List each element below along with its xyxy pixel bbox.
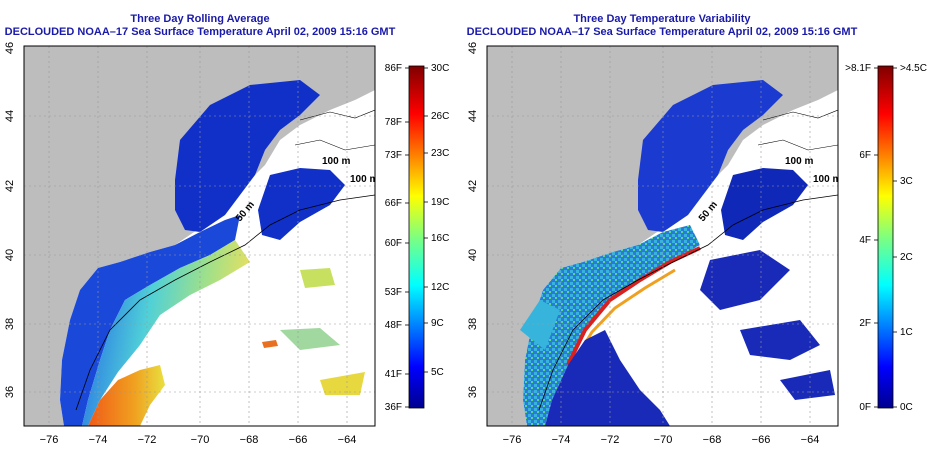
panel-left-title: Three Day Rolling Average (130, 13, 269, 25)
x-tick: −72 (138, 434, 157, 446)
land-right (487, 46, 838, 426)
grid-left (24, 46, 375, 426)
x-tick: −66 (289, 434, 308, 446)
y-tick: 36 (4, 386, 16, 398)
colorbar-label: 60F (385, 238, 402, 249)
contour-label-left-2: 100 m (350, 174, 378, 185)
x-tick: −76 (503, 434, 522, 446)
colorbar-label: 1C (900, 327, 913, 338)
colorbar-label: 16C (431, 233, 449, 244)
x-tick: −70 (654, 434, 673, 446)
x-tick: −68 (240, 434, 259, 446)
x-tick: −74 (552, 434, 571, 446)
y-tick: 38 (467, 318, 479, 330)
x-tick: −70 (191, 434, 210, 446)
grid-right (487, 46, 838, 426)
x-tick: −68 (703, 434, 722, 446)
colorbar-label: 78F (385, 117, 402, 128)
y-tick: 44 (4, 110, 16, 122)
x-tick: −74 (89, 434, 108, 446)
colorbar-label: 6F (859, 150, 871, 161)
y-tick: 42 (467, 180, 479, 192)
colorbar-label: 66F (385, 198, 402, 209)
y-axis-right: 36 38 40 42 44 46 (467, 42, 479, 398)
x-axis-left: −76 −74 −72 −70 −68 −66 −64 (40, 434, 357, 446)
y-tick: 40 (467, 249, 479, 261)
colorbar-label: 5C (431, 367, 444, 378)
warm-core-left (88, 365, 165, 426)
colorbar-label: 36F (385, 402, 402, 413)
gulf-of-maine-left (175, 80, 320, 232)
colorbar-right: >8.1F 6F 4F 2F 0F >4.5C 3C 2C 1C 0C (845, 63, 927, 413)
x-tick: −72 (601, 434, 620, 446)
contour-label-right-2: 100 m (813, 174, 841, 185)
colorbar-label: 30C (431, 63, 449, 74)
colorbar-label: 0F (859, 402, 871, 413)
colorbar-label: 23C (431, 148, 449, 159)
panel-right-title: Three Day Temperature Variability (573, 13, 751, 25)
y-tick: 42 (4, 180, 16, 192)
colorbar-label: 73F (385, 150, 402, 161)
x-tick: −64 (801, 434, 820, 446)
shelf-water-left (60, 215, 240, 426)
contour-label-left-1: 100 m (322, 156, 350, 167)
gulf-stream-left (82, 240, 250, 426)
map-right: 100 m 100 m 50 m (487, 46, 841, 426)
panel-left: Three Day Rolling Average DECLOUDED NOAA… (4, 13, 449, 446)
colorbar-label: 86F (385, 63, 402, 74)
y-tick: 36 (467, 386, 479, 398)
colorbar-label: >4.5C (900, 63, 927, 74)
colorbar-label: 19C (431, 197, 449, 208)
x-tick: −66 (752, 434, 771, 446)
x-tick: −64 (338, 434, 357, 446)
colorbar-label: 9C (431, 318, 444, 329)
front-high-variability-right (566, 246, 701, 366)
panel-right: Three Day Temperature Variability DECLOU… (467, 13, 927, 446)
colorbar-label: 3C (900, 176, 913, 187)
panel-left-subtitle: DECLOUDED NOAA–17 Sea Surface Temperatur… (5, 26, 396, 38)
y-tick: 44 (467, 110, 479, 122)
contour-line-right (538, 194, 838, 411)
colorbar-label: 48F (385, 320, 402, 331)
y-tick: 46 (4, 42, 16, 54)
land-left (24, 46, 375, 426)
y-tick: 40 (4, 249, 16, 261)
y-tick: 46 (467, 42, 479, 54)
x-tick: −76 (40, 434, 59, 446)
colorbar-label: 12C (431, 282, 449, 293)
colorbar-label: 41F (385, 369, 402, 380)
colorbar-left: 86F 78F 73F 66F 60F 53F 48F 41F 36F 30C … (385, 63, 450, 413)
contour-label-right-1: 100 m (785, 156, 813, 167)
colorbar-label: 53F (385, 287, 402, 298)
shelf-variability-right (523, 225, 700, 426)
colorbar-label: >8.1F (845, 63, 871, 74)
gulf-of-maine-right (638, 80, 783, 232)
colorbar-label: 2F (859, 318, 871, 329)
colorbar-label: 0C (900, 402, 913, 413)
y-axis-left: 36 38 40 42 44 46 (4, 42, 16, 398)
contour-line-left (75, 194, 375, 411)
panel-right-subtitle: DECLOUDED NOAA–17 Sea Surface Temperatur… (467, 26, 858, 38)
colorbar-label: 4F (859, 235, 871, 246)
map-left: 100 m 100 m 50 m (24, 46, 378, 426)
colorbar-label: 2C (900, 252, 913, 263)
x-axis-right: −76 −74 −72 −70 −68 −66 −64 (503, 434, 820, 446)
y-tick: 38 (4, 318, 16, 330)
colorbar-label: 26C (431, 111, 449, 122)
